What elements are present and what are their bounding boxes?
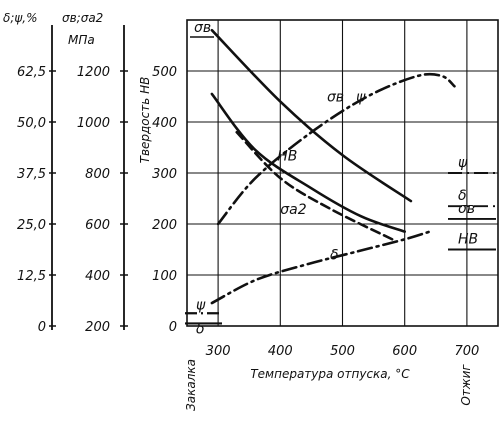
right-legend-label: σв [458,201,475,217]
strength-ticks: 200 400 600 800 1000 1200 [77,65,128,335]
x-tick-label: 600 [392,344,417,359]
hb-tick-label: 500 [152,65,177,80]
chart-grid [187,20,498,326]
right-legend: ψ δσв НВ [448,155,496,251]
right-legend-label: НВ [458,232,478,248]
curve-label: σв [327,90,344,106]
strength-tick-label: 200 [85,320,110,335]
curve-label: ψ [356,90,366,106]
hb-tick-label: 300 [152,167,177,182]
ductility-tick-label: 50,0 [17,116,46,131]
hb-ticks: 0 100 200 300 400 500 [152,65,177,335]
ductility-tick-label: 0 [38,320,46,335]
strength-tick-label: 600 [85,218,110,233]
curve-labels: σв ψ НВ σа2 δ [277,90,366,264]
curve-label: НВ [277,148,297,164]
series-line [210,28,413,203]
left-marker-label: δ [196,321,205,337]
hb-tick-label: 400 [152,116,177,131]
ductility-tick-label: 37,5 [17,167,46,182]
series-line [235,130,394,241]
series-line [210,230,431,305]
x-tick-label: 500 [330,344,355,359]
corner-label: σв [194,20,211,36]
curve-label: σа2 [280,202,306,218]
strength-tick-label: 1200 [77,65,110,80]
ductility-tick-label: 25,0 [17,218,46,233]
strength-tick-label: 800 [85,167,110,182]
strength-tick-label: 1000 [77,116,110,131]
plot-frame [186,19,499,327]
left-end-label: Закалка [184,359,198,411]
x-tick-label: 300 [206,344,231,359]
left-markers: ψδ [185,297,222,337]
x-ticks: 300 400 500 600 700 [206,344,480,359]
ductility-tick-label: 62,5 [17,65,46,80]
series-line [210,92,406,233]
right-legend-label: ψ [458,155,468,171]
ductility-tick-label: 12,5 [17,269,46,284]
x-axis-title: Температура отпуска, °С [250,367,410,381]
hb-tick-label: 200 [152,218,177,233]
strength-axis-unit: МПа [68,33,95,47]
right-legend-label: δ [458,188,467,204]
ductility-ticks: 0 12,5 25,0 37,5 50,0 62,5 [17,65,56,335]
curve-label: δ [330,248,339,264]
series-line [216,72,456,226]
x-tick-label: 700 [454,344,479,359]
ductility-axis-label: δ;ψ,% [3,11,38,25]
hb-tick-label: 100 [152,269,177,284]
series-group [210,28,456,305]
hb-tick-label: 0 [169,320,177,335]
strength-tick-label: 400 [85,269,110,284]
right-end-label: Отжиг [459,364,473,406]
hb-axis-title: Твердость НВ [138,77,152,164]
x-tick-label: 400 [268,344,293,359]
strength-axis-label: σв;σа2 [62,11,103,25]
left-marker-label: ψ [196,297,206,313]
